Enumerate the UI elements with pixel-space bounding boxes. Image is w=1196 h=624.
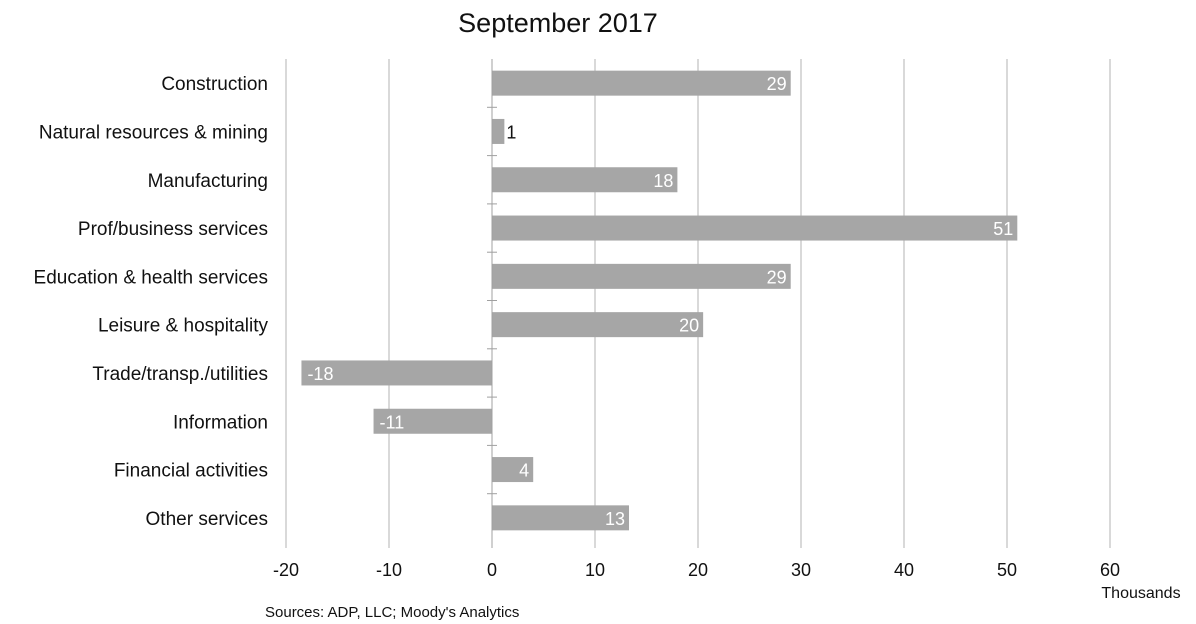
data-label: 4	[519, 461, 529, 481]
category-label: Trade/transp./utilities	[92, 364, 268, 385]
bar	[492, 457, 534, 483]
category-label: Leisure & hospitality	[98, 316, 269, 337]
x-tick-label: 0	[487, 560, 497, 580]
data-label: 18	[653, 171, 673, 191]
bar	[492, 312, 704, 338]
category-labels: Construction Natural resources & mining Ma…	[34, 74, 269, 530]
category-label: Natural resources & mining	[39, 122, 268, 143]
data-label: 20	[679, 316, 699, 336]
category-label: Construction	[161, 74, 268, 95]
category-axis	[487, 59, 497, 548]
gridlines	[285, 59, 1111, 548]
chart-title: September 2017	[458, 8, 658, 38]
x-tick-label: 60	[1100, 560, 1120, 580]
data-label: -18	[307, 364, 333, 384]
bar	[373, 408, 492, 434]
bar	[301, 360, 492, 386]
bar	[492, 505, 629, 531]
x-tick-label: 30	[791, 560, 811, 580]
data-label: 51	[993, 219, 1013, 239]
x-tick-label: 10	[585, 560, 605, 580]
category-label: Information	[173, 412, 268, 433]
data-label: 29	[767, 74, 787, 94]
x-axis-unit-label: Thousands	[1101, 585, 1180, 602]
data-label: -11	[380, 412, 405, 432]
x-tick-label: 50	[997, 560, 1017, 580]
bar	[492, 263, 791, 289]
data-label: 29	[767, 267, 787, 287]
category-label: Financial activities	[114, 461, 268, 482]
x-axis-tick-labels: -20 -10 0 10 20 30 40 50 60	[273, 560, 1120, 580]
category-label: Manufacturing	[148, 171, 268, 192]
bar	[492, 118, 505, 144]
category-label: Education & health services	[34, 267, 268, 288]
x-tick-label: 40	[894, 560, 914, 580]
bar	[492, 215, 1018, 241]
bar	[492, 70, 791, 96]
category-label: Other services	[146, 509, 268, 530]
x-tick-label: -20	[273, 560, 299, 580]
data-label: 13	[605, 509, 625, 529]
data-label: 1	[506, 122, 516, 142]
source-note: Sources: ADP, LLC; Moody's Analytics	[265, 604, 519, 621]
bars: 29 1 18 51 29 20 -18 -11 4 13	[301, 70, 1018, 531]
bar	[492, 167, 678, 193]
x-tick-label: -10	[376, 560, 402, 580]
x-tick-label: 20	[688, 560, 708, 580]
category-label: Prof/business services	[78, 219, 268, 240]
